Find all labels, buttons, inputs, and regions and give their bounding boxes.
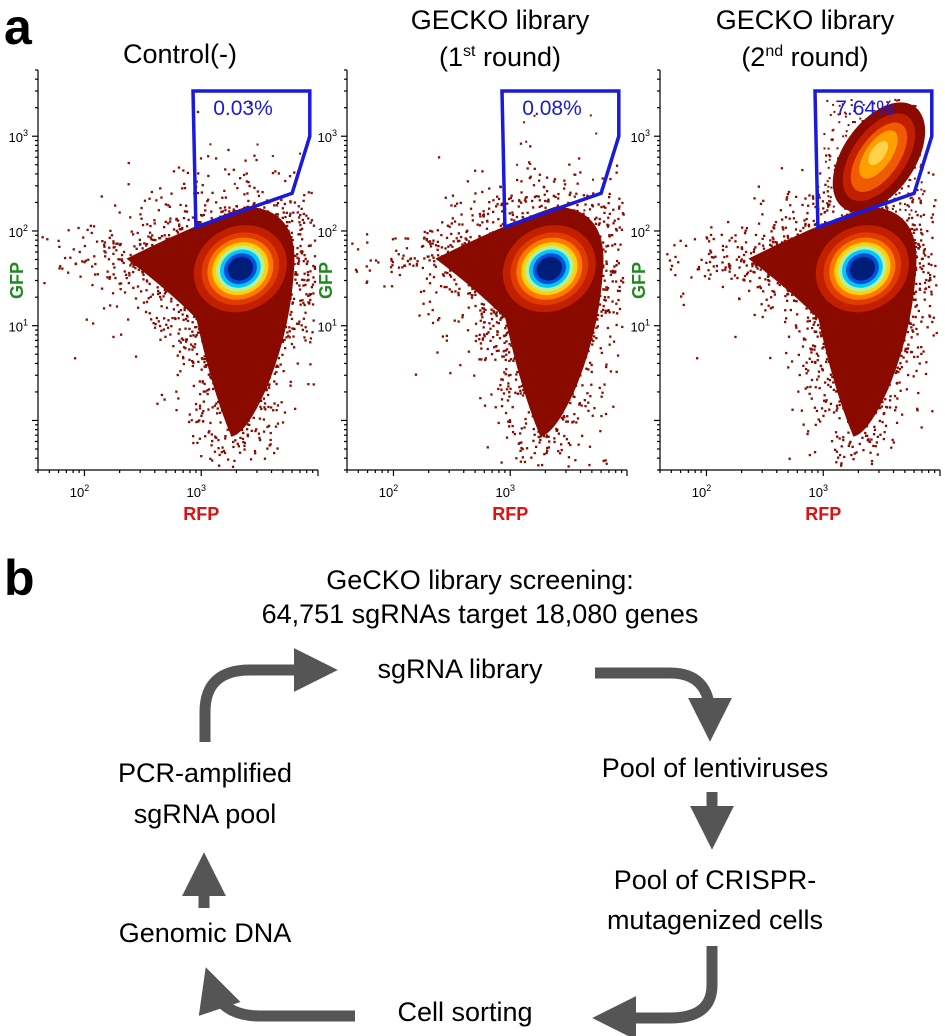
cycle-arrows (182, 648, 734, 1036)
gate-percent-label: 0.08% (522, 97, 582, 120)
node-pcr-pool-line2: sgRNA pool (133, 799, 277, 829)
x-tick-label: 102 (692, 483, 711, 500)
x-tick-label: 103 (808, 483, 827, 500)
panel-letter-a: a (4, 0, 32, 55)
gate-percent-label: 0.03% (213, 97, 273, 120)
gate-polygon (500, 89, 621, 230)
x-axis-label: RFP (183, 504, 219, 524)
x-tick-label: 103 (186, 483, 205, 500)
arrow-sorting-to-genomic (198, 967, 355, 1022)
node-sgrna-library: sgRNA library (377, 654, 543, 684)
x-tick-label: 102 (70, 483, 89, 500)
y-axis-label: GFP (316, 262, 336, 299)
node-cell-sorting: Cell sorting (397, 997, 533, 1027)
y-tick-label: 103 (318, 128, 337, 145)
population-main (126, 206, 295, 437)
x-axis-label: RFP (492, 504, 528, 524)
plot-title-line1: GECKO library (715, 5, 895, 35)
plot-title-line2: (1st round) (438, 42, 562, 72)
y-tick-label: 101 (318, 318, 337, 335)
x-axis-label: RFP (805, 504, 841, 524)
plot-title-line1: GECKO library (410, 5, 590, 35)
y-tick-label: 103 (9, 128, 28, 145)
density-plot: 101 102 103 102 103 RFP GFP 0.08% (316, 69, 628, 524)
plot-title-control: Control(-) (122, 39, 237, 69)
node-crispr-pool-line1: Pool of CRISPR- (613, 865, 817, 895)
population-gated (832, 102, 926, 213)
node-pcr-pool-line1: PCR-amplified (117, 758, 293, 788)
y-axis-label: GFP (7, 262, 27, 299)
axes (654, 69, 941, 476)
gate-polygon (191, 89, 312, 230)
arrow-library-to-lentiviruses (595, 667, 732, 742)
plot-title-line2: (2nd round) (741, 42, 869, 72)
x-tick-label: 103 (495, 483, 514, 500)
population-main (748, 206, 917, 437)
y-tick-label: 101 (631, 318, 650, 335)
node-lentiviruses: Pool of lentiviruses (601, 753, 829, 783)
panel-letter-b: b (4, 550, 35, 606)
y-axis-label: GFP (629, 262, 649, 299)
arrow-crispr-to-sorting (592, 946, 718, 1036)
x-tick-label: 102 (379, 483, 398, 500)
y-tick-label: 102 (631, 223, 650, 240)
screening-subtitle: 64,751 sgRNAs target 18,080 genes (261, 599, 699, 629)
density-plot: 101 102 103 102 103 RFP GFP 7.64% (629, 69, 941, 524)
axes (341, 69, 628, 476)
screening-title: GeCKO library screening: (326, 565, 634, 595)
population-main (435, 206, 604, 437)
y-tick-label: 102 (9, 223, 28, 240)
arrow-pcr-to-library (199, 648, 338, 742)
plot-title-gecko-2: GECKO library (2nd round) (685, 4, 925, 73)
y-tick-label: 101 (9, 318, 28, 335)
axes (32, 69, 319, 476)
density-plot: 101 102 103 102 103 RFP GFP 0.03% (7, 69, 319, 524)
gate-percent-label: 7.64% (835, 97, 895, 120)
gate-polygon (813, 89, 934, 230)
plot-title-gecko-1: GECKO library (1st round) (380, 4, 620, 73)
node-genomic-dna: Genomic DNA (118, 918, 292, 948)
y-tick-label: 103 (631, 128, 650, 145)
node-crispr-pool-line2: mutagenized cells (606, 905, 824, 935)
y-tick-label: 102 (318, 223, 337, 240)
